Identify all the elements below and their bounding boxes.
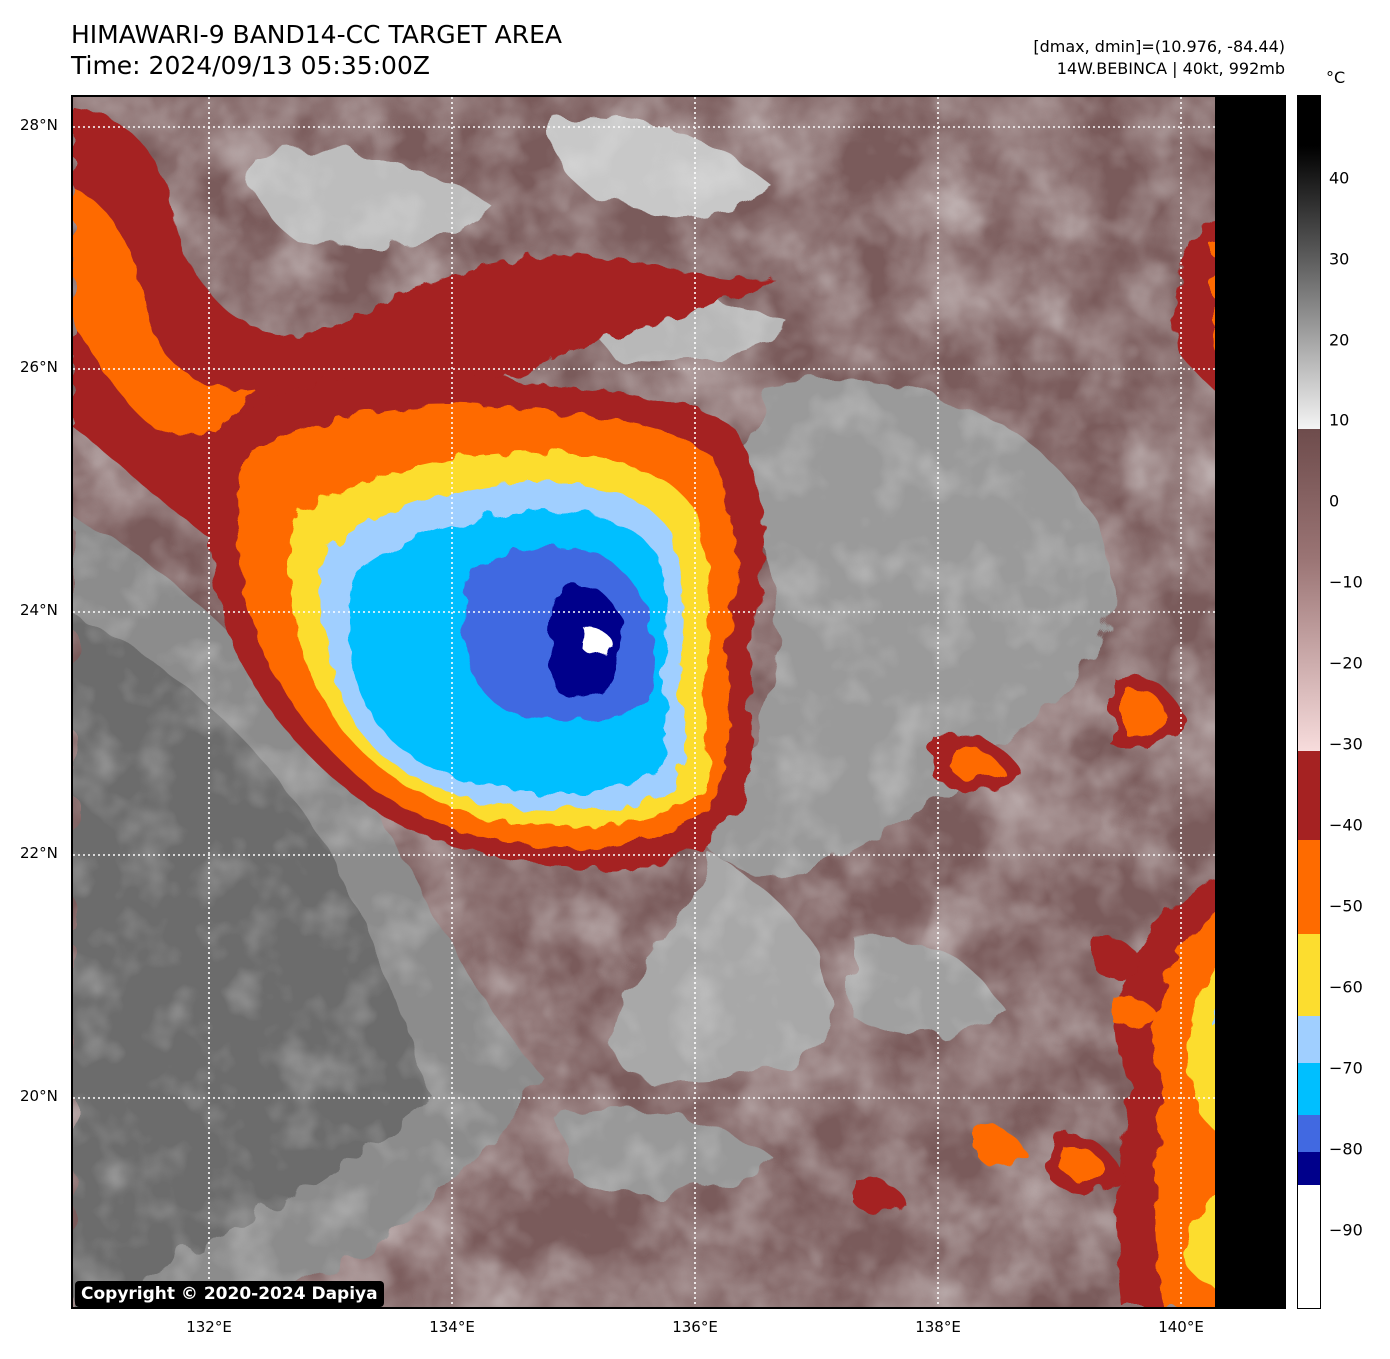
chart-title: HIMAWARI-9 BAND14-CC TARGET AREA — [71, 20, 563, 49]
no-data-strip — [1215, 97, 1284, 1307]
lon-label-140: 140°E — [1158, 1318, 1204, 1336]
lat-label-20: 20°N — [20, 1087, 58, 1105]
colorbar-unit: °C — [1326, 68, 1346, 87]
colorbar-label-minus70: −70 — [1329, 1058, 1363, 1078]
lat-label-26: 26°N — [20, 358, 58, 376]
lat-label-22: 22°N — [20, 844, 58, 862]
colorbar-label-20: 20 — [1329, 330, 1350, 350]
colorbar-label-0: 0 — [1329, 491, 1340, 511]
storm-label: 14W.BEBINCA | 40kt, 992mb — [1056, 59, 1285, 78]
colorbar-label-minus60: −60 — [1329, 977, 1363, 997]
colorbar-label-minus20: −20 — [1329, 653, 1363, 673]
colorbar-label-minus90: −90 — [1329, 1220, 1363, 1240]
storm-core — [207, 369, 764, 870]
lon-label-134: 134°E — [429, 1318, 475, 1336]
colorbar-label-minus30: −30 — [1329, 734, 1363, 754]
colorbar-label-minus10: −10 — [1329, 572, 1363, 592]
colorbar-label-10: 10 — [1329, 410, 1350, 430]
colorbar-label-30: 30 — [1329, 249, 1350, 269]
lon-label-138: 138°E — [915, 1318, 961, 1336]
satellite-imagery — [73, 97, 1284, 1307]
colorbar-label-minus50: −50 — [1329, 896, 1363, 916]
grid-lines — [73, 97, 1284, 1307]
colorbar-label-minus80: −80 — [1329, 1139, 1363, 1159]
time-label: Time: 2024/09/13 05:35:00Z — [71, 51, 430, 80]
colorbar-label-minus40: −40 — [1329, 815, 1363, 835]
colorbar-gradient — [1298, 96, 1320, 1308]
colorbar — [1297, 95, 1321, 1309]
colorbar-label-40: 40 — [1329, 168, 1350, 188]
satellite-map: Copyright © 2020-2024 Dapiya — [71, 95, 1286, 1309]
scattered-cells — [853, 936, 1158, 1215]
lon-label-132: 132°E — [186, 1318, 232, 1336]
copyright-label: Copyright © 2020-2024 Dapiya — [75, 1281, 384, 1307]
lat-label-28: 28°N — [20, 116, 58, 134]
lon-label-136: 136°E — [672, 1318, 718, 1336]
range-label: [dmax, dmin]=(10.976, -84.44) — [1033, 37, 1285, 56]
lat-label-24: 24°N — [20, 601, 58, 619]
